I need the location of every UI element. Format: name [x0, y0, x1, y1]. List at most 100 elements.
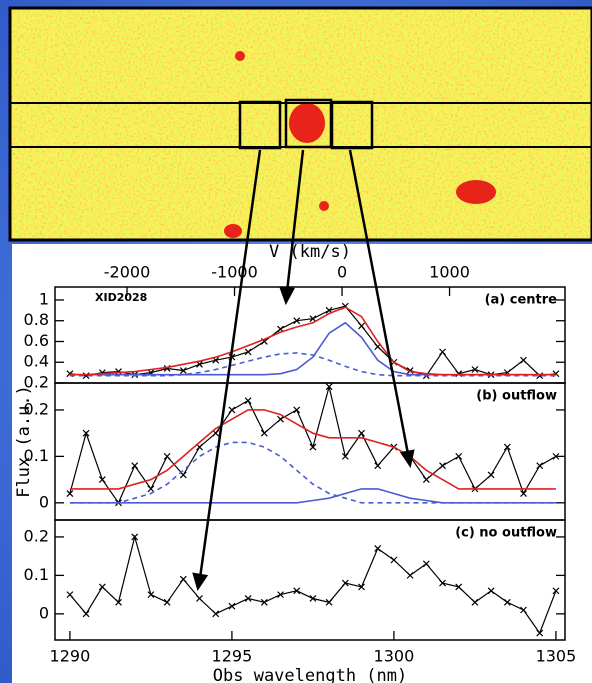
series-line [69, 409, 556, 490]
data-point [277, 415, 284, 423]
object-label: XID2028 [95, 291, 147, 304]
data-point [131, 462, 139, 470]
data-point [163, 452, 171, 460]
data-point [98, 583, 106, 591]
image-frame [8, 6, 592, 242]
arrowhead [192, 572, 209, 591]
y-tick-label: 0.8 [24, 310, 49, 329]
data-point [82, 372, 90, 380]
data-point [552, 587, 560, 595]
data-point [131, 533, 139, 541]
data-point [341, 452, 349, 460]
blob [235, 51, 245, 61]
data-point [260, 429, 268, 437]
data-point [503, 443, 511, 451]
y-tick-label: 0.6 [24, 331, 49, 350]
data-point [520, 606, 527, 614]
data-point [536, 462, 544, 470]
blob [224, 224, 242, 238]
data-point [358, 583, 365, 591]
x-axis-label: Obs wavelength (nm) [213, 666, 407, 683]
series-line [69, 441, 556, 504]
y-tick-label: 0 [39, 492, 49, 511]
data-point [487, 587, 495, 595]
series-line [69, 488, 556, 504]
data-point [309, 595, 317, 602]
panel-annotation: (c) no outflow [455, 526, 557, 541]
data-point [66, 490, 74, 497]
arrow [198, 149, 262, 579]
data-point [244, 348, 252, 356]
panel-frame [54, 519, 566, 641]
x2-tick-label: -2000 [104, 263, 151, 282]
data-point [358, 322, 365, 330]
data-point [115, 598, 122, 606]
data-point [163, 598, 171, 606]
y-tick-label: 0.1 [24, 565, 49, 584]
x-tick-label: 1290 [50, 647, 91, 666]
panel-annotation: (b) outflow [476, 389, 557, 404]
data-point [147, 591, 155, 599]
data-point [455, 452, 463, 460]
blob [319, 201, 329, 211]
data-point [358, 429, 365, 437]
data-point [277, 591, 284, 599]
data-point [293, 587, 301, 595]
y-axis-label: Flux (a.u.) [14, 385, 34, 498]
data-point [98, 476, 106, 484]
plot-panel [12, 244, 592, 683]
data-point [439, 462, 446, 470]
x2-axis-label: V (km/s) [269, 242, 351, 262]
y-tick-label: 0.1 [24, 446, 49, 465]
x2-tick-label: -1000 [211, 263, 258, 282]
data-point [552, 452, 560, 460]
y-tick-label: 0.2 [24, 373, 49, 392]
data-point [293, 317, 301, 325]
data-point [536, 372, 544, 380]
x-tick-label: 1305 [536, 647, 577, 666]
data-point [293, 406, 301, 414]
x-tick-label: 1295 [212, 647, 253, 666]
data-point [196, 595, 203, 602]
x-tick-label: 1300 [374, 647, 415, 666]
data-point [147, 485, 155, 493]
y-tick-label: 0.2 [24, 399, 49, 418]
image-panel [8, 6, 592, 242]
data-point [66, 591, 74, 599]
data-point [374, 462, 382, 470]
series-line [69, 306, 556, 376]
data-point [244, 595, 252, 602]
plots: 0.2 0.4 0.6 0.8 1 (a) centre XID2028 -2000 -1000… [14, 263, 576, 683]
x2-tick-label: 1000 [429, 263, 470, 282]
data-point [471, 366, 479, 373]
data-point [260, 598, 268, 606]
arrows [192, 149, 415, 591]
y-tick-label: 0.2 [24, 526, 49, 545]
data-point [341, 579, 349, 587]
x2-tick-label: 0 [337, 263, 347, 282]
data-point [325, 598, 333, 606]
data-point [309, 315, 317, 323]
data-point [228, 602, 236, 610]
data-point [82, 610, 90, 618]
data-point [520, 356, 527, 364]
data-point [439, 579, 446, 587]
data-point [325, 383, 333, 391]
data-point [115, 368, 122, 376]
arrowhead [399, 449, 415, 469]
data-point [487, 471, 495, 479]
data-point [309, 443, 317, 451]
box [238, 100, 282, 150]
series-line [69, 352, 556, 377]
box [330, 100, 374, 150]
data-point [212, 610, 220, 618]
data-point [179, 367, 187, 374]
data-point [244, 397, 252, 405]
y-tick-label: 0.4 [24, 352, 49, 371]
data-point [536, 629, 544, 637]
data-point [406, 571, 414, 579]
data-point [503, 598, 511, 606]
panel-annotation: (a) centre [485, 293, 558, 308]
data-point [82, 429, 90, 437]
